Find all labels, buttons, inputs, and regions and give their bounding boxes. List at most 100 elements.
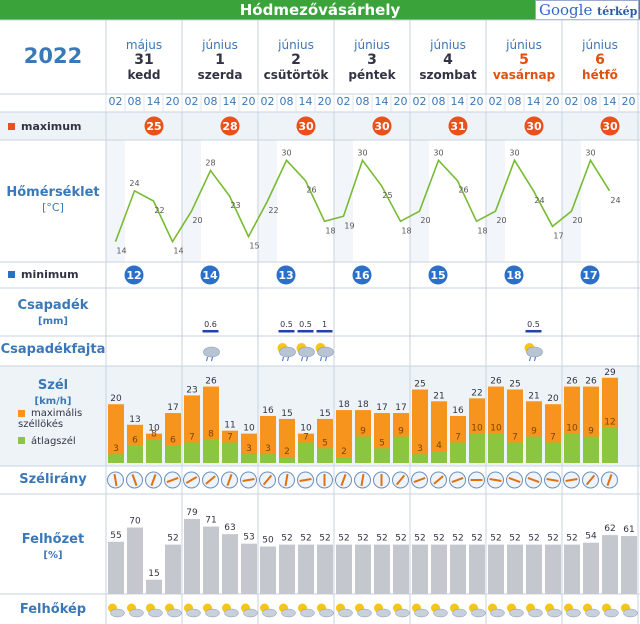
- cloud-icon: [623, 608, 638, 618]
- cloud-icon: [376, 608, 391, 618]
- cloud-value: 61: [623, 525, 634, 535]
- gust-bar: [108, 404, 124, 463]
- hour-label: 02: [260, 95, 275, 108]
- rain-drop: [206, 356, 208, 362]
- avg-wind-value: 3: [246, 444, 252, 454]
- temp-value: 22: [268, 206, 278, 215]
- hour-label: 14: [374, 95, 389, 108]
- wind-arrow: [205, 475, 216, 485]
- cloud-icon: [224, 608, 239, 618]
- precip-value: 0.5: [527, 320, 540, 329]
- precip-bar: [525, 330, 542, 333]
- min-marker: [428, 265, 448, 285]
- cloud-icon: [526, 346, 543, 358]
- wind-direction-icon: [525, 471, 542, 489]
- precip-bar: [202, 330, 219, 333]
- precip-bar: [297, 330, 314, 333]
- wind-arrow: [340, 474, 347, 486]
- cloud-image-icon: [108, 603, 125, 618]
- day-number: 3: [367, 52, 377, 68]
- temp-value: 20: [572, 216, 582, 225]
- avg-wind-value: 4: [436, 441, 442, 451]
- temp-value: 19: [344, 221, 354, 230]
- avg-wind-value: 3: [113, 444, 119, 454]
- cloud-value: 52: [452, 534, 463, 544]
- precip-type-icon: [315, 343, 334, 362]
- wind-direction-icon: [164, 471, 181, 489]
- cloud-bar: [450, 544, 466, 594]
- cloud-icon: [148, 608, 163, 618]
- cloud-image-icon: [602, 603, 619, 618]
- precip-type-label: Csapadékfajta: [0, 342, 106, 357]
- hour-label: 14: [146, 95, 161, 108]
- temp-value: 20: [420, 216, 430, 225]
- cloud-icon: [357, 608, 372, 618]
- map-link[interactable]: Google térkép: [535, 0, 639, 20]
- cloud-bar: [564, 544, 580, 594]
- temp-label: Hőmérséklet [°C]: [0, 185, 106, 215]
- cloud-icon: [281, 608, 296, 618]
- cloud-icon: [338, 608, 353, 618]
- gust-bar: [260, 415, 276, 463]
- cloud-bar: [621, 536, 637, 594]
- avg-wind-value: 7: [550, 432, 556, 442]
- wind-direction-icon: [259, 471, 276, 489]
- hour-label: 02: [184, 95, 199, 108]
- day-month: június: [278, 38, 314, 52]
- gust-value: 29: [604, 368, 616, 378]
- cloud-image-icon: [241, 603, 258, 618]
- cloud-image-icon: [184, 603, 201, 618]
- cloud-icon: [395, 608, 410, 618]
- wind-direction-icon: [297, 471, 314, 489]
- wind-arrow: [606, 474, 613, 486]
- hour-label: 08: [127, 95, 142, 108]
- wind-direction-icon: [506, 471, 523, 489]
- day-header: június 6 hétfő: [562, 38, 638, 82]
- wind-direction-icon: [354, 471, 371, 489]
- gust-value: 26: [566, 377, 578, 387]
- night-shade: [182, 140, 201, 262]
- wind-direction-icon: [487, 471, 504, 489]
- cloud-value: 52: [433, 534, 444, 544]
- rain-drop: [306, 356, 308, 362]
- cloud-bar: [488, 544, 504, 594]
- temp-value: 15: [249, 242, 259, 251]
- cloud-icon: [298, 346, 315, 358]
- wind-legend-max-text: maximális széllökés: [18, 408, 83, 430]
- day-month: június: [354, 38, 390, 52]
- hour-label: 20: [317, 95, 332, 108]
- avg-wind-value: 10: [490, 424, 502, 434]
- avg-wind-value: 6: [170, 435, 176, 445]
- rain-drop: [282, 356, 284, 362]
- wind-direction-icon: [430, 471, 447, 489]
- temp-value: 30: [433, 148, 443, 157]
- cloud-image-icon: [583, 603, 600, 618]
- cloud-value: 52: [490, 534, 501, 544]
- precip-bar: [316, 330, 333, 333]
- cloud-value: 71: [205, 516, 216, 526]
- precip-bar: [278, 330, 295, 333]
- avg-wind-bar: [317, 448, 333, 463]
- avg-wind-bar: [146, 439, 162, 463]
- rain-drop: [301, 356, 303, 362]
- cloud-image-icon: [393, 603, 410, 618]
- cloud-image-icon: [146, 603, 163, 618]
- gust-value: 26: [490, 377, 502, 387]
- avg-wind-bar: [431, 451, 447, 463]
- cloud-bar: [241, 543, 257, 594]
- max-marker: [448, 116, 468, 136]
- cloud-icon: [186, 608, 201, 618]
- cloud-bar: [469, 544, 485, 594]
- avg-wind-value: 3: [265, 444, 271, 454]
- cloud-bar: [279, 544, 295, 594]
- max-marker: [220, 116, 240, 136]
- cloud-icon: [129, 608, 144, 618]
- avg-wind-bar: [374, 448, 390, 463]
- cloud-value: 52: [167, 534, 178, 544]
- max-marker: [524, 116, 544, 136]
- wind-arrow: [262, 474, 273, 486]
- cloud-image-icon: [431, 603, 448, 618]
- min-marker: [504, 265, 524, 285]
- avg-wind-bar: [393, 436, 409, 463]
- cloud-unit: [%]: [43, 550, 63, 561]
